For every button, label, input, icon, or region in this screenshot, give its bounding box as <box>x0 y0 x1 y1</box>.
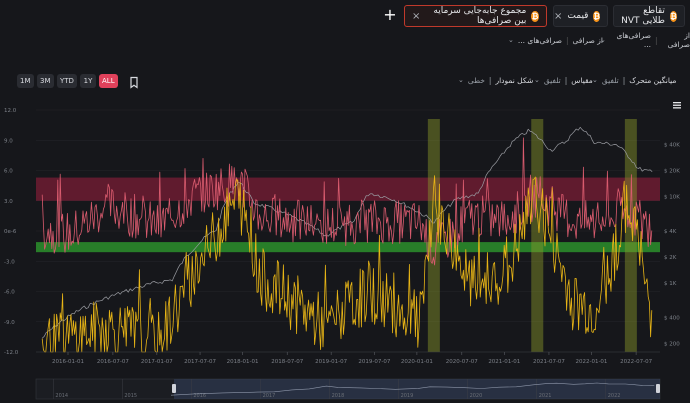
left-axis-tick: 0e-6 <box>4 229 17 235</box>
threshold-band <box>36 177 660 201</box>
right-axis-tick: $ 20K <box>664 169 680 175</box>
right-axis-tick: $ 40K <box>664 142 680 148</box>
left-axis-tick: 3.0 <box>4 199 13 205</box>
bitcoin-icon: ₿ <box>593 10 600 22</box>
bitcoin-icon: ₿ <box>531 10 539 22</box>
from-exchange-filter-2[interactable]: از صرافی | صرافی‌های ... ⌄ <box>508 35 604 45</box>
exchange-netflow-chart: 12.0 9.0 6.0 3.0 0e-6 -3.0 -6.0 -9.0 -12.0 $ 40K $… <box>4 108 680 400</box>
bitcoin-icon: ₿ <box>669 10 677 22</box>
navigator-year-label: 2022 <box>608 393 621 399</box>
moving-average-dropdown[interactable]: میانگین متحرک | تلفیق ⌄ <box>592 75 677 85</box>
left-axis-tick: -6.0 <box>4 290 15 296</box>
right-axis-tick: $ 1K <box>664 281 677 287</box>
menu-icon[interactable] <box>672 95 682 109</box>
navigator-year-label: 2014 <box>55 393 68 399</box>
x-axis-tick-label: 2019-07-07 <box>358 359 390 365</box>
navigator-year-label: 2019 <box>401 393 414 399</box>
chevron-down-icon: ⌄ <box>600 36 606 44</box>
x-axis-tick-label: 2017-01-07 <box>141 359 173 365</box>
x-axis-tick-label: 2021-01-01 <box>488 359 520 365</box>
filter-label: از صرافی <box>572 35 604 45</box>
from-exchange-filter[interactable]: از صرافی | صرافی‌های ... ⌄ <box>600 31 690 49</box>
chart-shape-label: شکل نمودار <box>495 75 534 85</box>
x-axis-tick-label: 2019-01-07 <box>315 359 347 365</box>
x-axis-tick-label: 2020-07-07 <box>446 359 478 365</box>
left-axis-tick: 12.0 <box>4 108 17 114</box>
x-axis-tick-label: 2021-07-07 <box>533 359 565 365</box>
navigator-year-label: 2020 <box>470 393 483 399</box>
filter-value: صرافی‌های ... <box>517 35 562 45</box>
navigator-year-label: 2016 <box>193 393 206 399</box>
x-axis-tick-label: 2016-01-01 <box>52 359 84 365</box>
filter-label: از صرافی <box>667 31 690 49</box>
navigator-line <box>170 382 655 396</box>
highlight-band <box>427 119 440 352</box>
close-icon[interactable]: × <box>412 10 421 22</box>
chart-shape-value: خطی <box>467 75 485 85</box>
chart-shape-dropdown[interactable]: شکل نمودار | خطی ⌄ <box>458 75 534 85</box>
tab-label: قیمت <box>567 11 589 21</box>
right-axis-tick: $ 2K <box>664 255 677 261</box>
navigator-year-label: 2017 <box>263 393 276 399</box>
navigator-handle[interactable] <box>172 384 176 393</box>
left-axis-tick: -3.0 <box>4 259 15 265</box>
right-axis-tick: $ 400 <box>664 316 680 322</box>
chevron-down-icon: ⌄ <box>458 76 464 84</box>
chevron-down-icon: ⌄ <box>534 76 540 84</box>
scale-dropdown[interactable]: مقیاس | تلفیق ⌄ <box>534 75 593 85</box>
series-line <box>41 175 653 353</box>
x-axis-tick-label: 2018-07-07 <box>271 359 303 365</box>
tab-exchange-netflow[interactable]: ₿ مجموع جابه‌جایی سرمایه بین صرافی‌ها × <box>404 5 547 27</box>
tab-label: تقاطع طلایی NVT <box>621 6 665 26</box>
left-axis-tick: -12.0 <box>4 350 19 356</box>
chevron-down-icon: ⌄ <box>508 36 514 44</box>
bookmark-icon[interactable] <box>128 74 140 89</box>
tab-nvt-golden-cross[interactable]: ₿ تقاطع طلایی NVT <box>613 5 685 27</box>
tab-label: مجموع جابه‌جایی سرمایه بین صرافی‌ها <box>433 6 527 26</box>
navigator-handle[interactable] <box>656 384 660 393</box>
tab-price[interactable]: ₿ قیمت × <box>553 5 608 27</box>
navigator-year-label: 2018 <box>332 393 345 399</box>
add-tab-button[interactable]: + <box>383 5 397 24</box>
left-axis-tick: 9.0 <box>4 138 13 144</box>
navigator-selection <box>174 379 660 399</box>
x-axis-tick-label: 2016-07-07 <box>97 359 129 365</box>
left-axis-tick: -9.0 <box>4 320 15 326</box>
right-axis-tick: $ 10K <box>664 195 680 201</box>
series-line <box>41 137 653 266</box>
navigator-year-label: 2015 <box>124 393 137 399</box>
moving-average-label: میانگین متحرک <box>629 75 677 85</box>
close-icon[interactable]: × <box>554 10 563 22</box>
navigator-year-label: 2021 <box>539 393 552 399</box>
range-1y-button[interactable]: 1Y <box>80 74 96 88</box>
series-line <box>41 126 653 339</box>
threshold-band <box>36 242 660 253</box>
right-axis-tick: $ 200 <box>664 342 680 348</box>
x-axis-tick-label: 2018-01-01 <box>227 359 259 365</box>
right-axis-tick: $ 4K <box>664 229 677 235</box>
left-axis-tick: 6.0 <box>4 169 13 175</box>
x-axis-tick-label: 2022-01-01 <box>575 359 607 365</box>
x-axis-tick-label: 2020-01-01 <box>401 359 433 365</box>
chevron-down-icon: ⌄ <box>592 76 598 84</box>
range-1m-button[interactable]: 1M <box>17 74 34 88</box>
highlight-band <box>531 119 544 352</box>
moving-average-value: تلفیق <box>601 75 619 85</box>
x-axis-tick-label: 2022-07-07 <box>620 359 652 365</box>
range-ytd-button[interactable]: YTD <box>57 74 77 88</box>
scale-label: مقیاس <box>571 75 593 85</box>
range-3m-button[interactable]: 3M <box>37 74 54 88</box>
scale-value: تلفیق <box>543 75 561 85</box>
range-all-button[interactable]: ALL <box>99 74 118 88</box>
filter-value: صرافی‌های ... <box>616 31 651 49</box>
highlight-band <box>624 119 637 352</box>
x-axis-tick-label: 2017-07-07 <box>184 359 216 365</box>
